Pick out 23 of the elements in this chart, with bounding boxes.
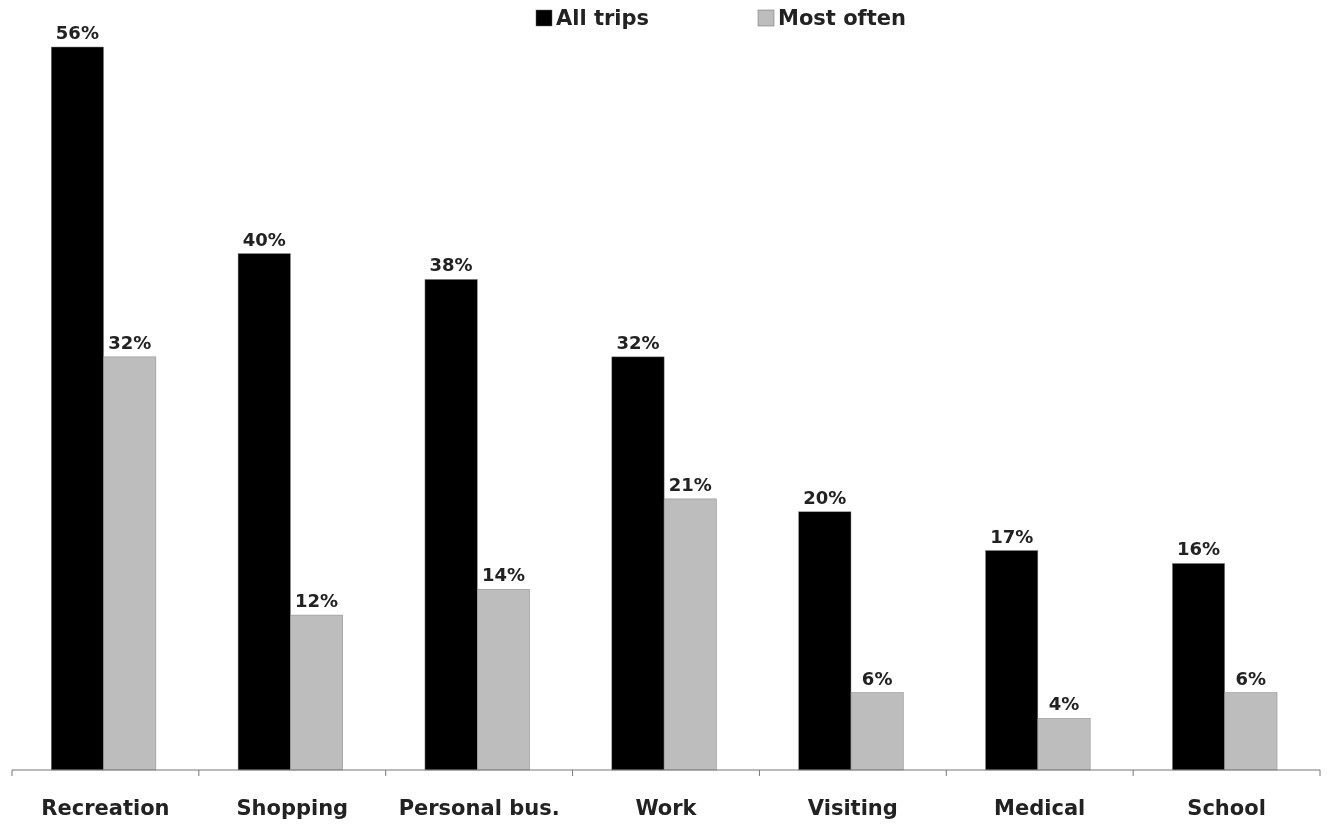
data-label: 38% [429,254,473,276]
data-label: 16% [1177,538,1221,560]
x-tick-label: Medical [994,796,1086,820]
data-label: 17% [990,525,1034,547]
data-label: 21% [668,473,712,495]
x-tick-label: Shopping [236,796,349,820]
data-label: 32% [108,331,152,353]
data-label: 14% [481,564,525,586]
x-tick-label: School [1187,796,1266,820]
x-tick-label: Personal bus. [398,796,560,820]
legend-label: All trips [556,6,650,30]
legend-label: Most often [778,6,906,30]
data-label: 6% [1235,667,1267,689]
data-label: 12% [295,590,339,612]
data-label: 6% [861,667,893,689]
data-label: 40% [242,228,286,250]
data-label: 56% [55,22,99,43]
x-tick-label: Visiting [807,796,898,820]
data-label: 32% [616,331,660,353]
x-tick-label: Recreation [41,796,170,820]
data-label: 4% [1048,693,1080,715]
x-tick-label: Work [635,796,698,820]
data-label: 20% [803,486,847,508]
